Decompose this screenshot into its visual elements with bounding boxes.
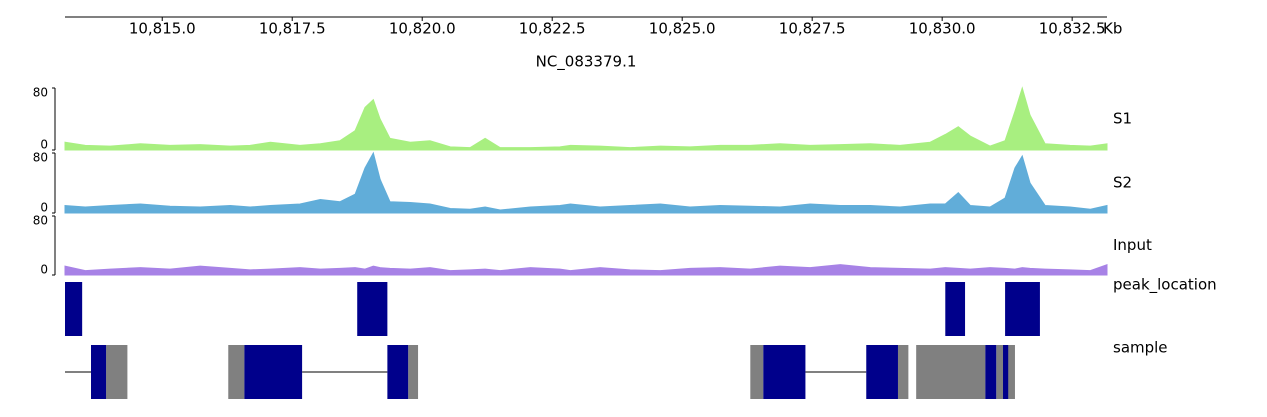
utr-block — [916, 345, 986, 399]
utr-block — [897, 345, 909, 399]
cds-block — [90, 345, 107, 399]
coverage-area — [64, 263, 1108, 276]
cds-block — [1003, 345, 1009, 399]
y-tick-label: 80 — [33, 214, 48, 228]
track-label: Input — [1113, 236, 1152, 254]
cds-block — [244, 345, 303, 399]
x-tick-label: 10,830.0 — [909, 20, 976, 38]
coverage-area — [64, 86, 1108, 151]
utr-block — [106, 345, 128, 399]
x-tick-label: 10,832.5 — [1039, 20, 1106, 38]
utr-block — [750, 345, 764, 399]
cds-block — [985, 345, 997, 399]
track-label: peak_location — [1113, 276, 1217, 295]
utr-block — [408, 345, 419, 399]
x-unit: Kb — [1103, 20, 1122, 38]
cds-block — [866, 345, 898, 399]
chart-title: NC_083379.1 — [536, 53, 637, 72]
track-label: sample — [1113, 339, 1168, 357]
track-label: S1 — [1113, 110, 1132, 128]
y-tick-label: 0 — [40, 201, 48, 215]
peak — [945, 282, 966, 336]
x-tick-label: 10,827.5 — [779, 20, 846, 38]
x-tick-label: 10,822.5 — [519, 20, 586, 38]
x-tick-label: 10,815.0 — [129, 20, 196, 38]
y-tick-label: 0 — [40, 263, 48, 277]
y-tick-label: 80 — [33, 151, 48, 165]
peak — [357, 282, 388, 336]
cds-block — [387, 345, 409, 399]
peak — [65, 282, 83, 336]
y-tick-label: 0 — [40, 138, 48, 152]
x-tick-label: 10,820.0 — [389, 20, 456, 38]
peak — [1005, 282, 1040, 336]
track-label: S2 — [1113, 174, 1132, 192]
utr-block — [228, 345, 245, 399]
x-tick-label: 10,817.5 — [259, 20, 326, 38]
x-tick-label: 10,825.0 — [649, 20, 716, 38]
y-tick-label: 80 — [33, 86, 48, 100]
cds-block — [763, 345, 806, 399]
coverage-area — [64, 151, 1108, 214]
